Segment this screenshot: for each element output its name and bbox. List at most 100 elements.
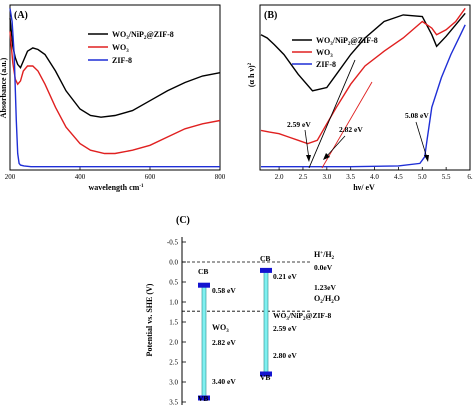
band-comp-vb-value: 2.80 eV <box>273 351 297 360</box>
panel-c-y-tick-label: 3.0 <box>169 379 178 387</box>
panel-b-series <box>260 7 466 168</box>
panel-c-ylabel: Potential vs. SHE (V) <box>145 283 154 356</box>
ref-label-o-end: O <box>334 294 340 303</box>
ref-value-h: 0.0eV <box>314 263 333 272</box>
annotation-2-82-arrow <box>325 135 346 158</box>
panel-c-y-ticks: -0.5 0.0 0.5 1.0 1.5 2.0 2.5 3.0 3.5 <box>167 239 186 407</box>
band-comp-name-main: WO <box>273 311 287 320</box>
ref-label-o-rest: /H <box>322 294 332 303</box>
panel-b-annotations: 2.59 eV 2.82 eV 5.08 eV <box>287 111 429 162</box>
band-wo3-gap: 2.82 eV <box>212 338 236 347</box>
panel-b-x-tick-label: 6. <box>467 173 473 181</box>
ref-label-h-sup: + <box>320 251 323 256</box>
panel-c-y-tick-label: 1.5 <box>169 319 178 327</box>
band-comp-name-end: @ZIF-8 <box>306 311 332 320</box>
panel-c-y-tick-label: 3.5 <box>169 399 178 407</box>
ref-label-h-sub: 2 <box>332 256 335 261</box>
panel-c-y-tick-label: 1.0 <box>169 299 178 307</box>
ref-label-o-sub: 2 <box>320 300 323 305</box>
annotation-5-08: 5.08 eV <box>405 111 429 120</box>
panel-b-ylabel-text: (α h ν) <box>247 65 256 87</box>
annotation-5-08-arrowhead <box>424 155 429 162</box>
band-wo3-cb-value: 0.58 eV <box>212 286 236 295</box>
legend-a-entry-2: WO3 <box>112 43 129 54</box>
annotation-2-82-arrowhead <box>323 153 330 160</box>
band-comp-vb-label: VB <box>260 373 270 382</box>
legend-b-sub-1b: 2 <box>348 42 351 47</box>
panel-a-x-tick-label: 600 <box>145 173 156 181</box>
ref-label-o-sub2: 2 <box>331 300 334 305</box>
panel-b-series-3-line <box>261 24 466 168</box>
panel-c-y-tick-label: -0.5 <box>167 239 179 247</box>
legend-a-mid-1: /NiP <box>128 30 144 39</box>
panel-a-xlabel-sup: -1 <box>139 184 144 189</box>
band-wo3-vb-label: VB <box>198 394 208 403</box>
legend-a-sub-1a: 3 <box>126 36 129 41</box>
panel-a-xlabel-text: wavelength cm <box>88 183 139 192</box>
panel-c-y-tick-label: 2.0 <box>169 339 178 347</box>
panel-c-y-tick-label: 0.0 <box>169 259 178 267</box>
band-gap-bar-1 <box>201 284 207 399</box>
legend-b-sub-2: 3 <box>330 54 333 59</box>
panel-a: (A) Absorbance (a.u.) 200 400 600 800 wavel… <box>0 4 226 192</box>
ref-value-o: 1.23eV <box>314 283 336 292</box>
panel-c-label: (C) <box>176 215 190 226</box>
legend-a-entry-3: ZIF-8 <box>112 56 132 65</box>
panel-b-xlabel: hν/ eV <box>353 183 375 192</box>
legend-b-end-1: @ZIF-8 <box>350 36 377 45</box>
panel-a-ylabel: Absorbance (a.u.) <box>0 57 8 118</box>
ref-label-h-rest: /H <box>322 250 332 259</box>
legend-a-sub-1b: 2 <box>144 36 147 41</box>
tangent-composite <box>308 59 356 169</box>
band-comp-cb-label: CB <box>260 254 270 263</box>
band-comp-cb-value: 0.21 eV <box>273 272 297 281</box>
panel-b-x-tick-label: 2.0 <box>275 173 284 181</box>
panel-b-tangents <box>308 59 373 169</box>
band-gap-bar-2 <box>263 270 269 375</box>
panel-b-x-tick-label: 2.5 <box>299 173 308 181</box>
legend-b-entry-2: WO3 <box>316 48 333 59</box>
band-cb-marker-2 <box>260 267 272 273</box>
legend-b-entry-1: WO3/NiP2@ZIF-8 <box>316 36 378 47</box>
panel-b-frame <box>259 4 471 171</box>
panel-a-frame <box>9 4 221 171</box>
panel-b-label: (B) <box>264 10 277 21</box>
band-comp-name-sub2: 2 <box>303 317 306 322</box>
panel-b-series-1-line <box>260 12 466 92</box>
panel-b-x-tick-label: 3.5 <box>346 173 355 181</box>
panel-b-x-tick-label: 5.5 <box>442 173 451 181</box>
panel-a-label: (A) <box>14 10 28 21</box>
ref-label-h: H+/H2 <box>314 250 335 261</box>
band-wo3-vb-value: 3.40 eV <box>212 377 236 386</box>
band-wo3-name: WO3 <box>212 323 229 334</box>
panel-a-series-1-line <box>9 18 221 118</box>
ref-label-o: O2/H2O <box>314 294 340 305</box>
tangent-wo3 <box>321 81 373 169</box>
panel-c-y-tick-label: 2.5 <box>169 359 178 367</box>
legend-a-end-1: @ZIF-8 <box>146 30 173 39</box>
panel-a-series <box>9 8 221 168</box>
band-comp-gap: 2.59 eV <box>273 324 297 333</box>
band-comp-name-mid: /NiP <box>288 311 304 320</box>
panel-b-series-2-line <box>260 7 466 145</box>
band-vb-marker-1 <box>198 395 210 401</box>
band-vb-marker-2 <box>260 371 272 377</box>
band-comp-name: WO3/NiP2@ZIF-8 <box>273 311 331 322</box>
panel-b-ylabel: (α h ν)2 <box>247 62 256 87</box>
panel-a-series-2-line <box>9 31 221 155</box>
panel-b-x-tick-label: 3.0 <box>322 173 331 181</box>
legend-b-entry-3: ZIF-8 <box>316 60 336 69</box>
band-comp-name-sub: 3 <box>286 317 289 322</box>
legend-b-sub-1a: 3 <box>330 42 333 47</box>
panel-a-xlabel: wavelength cm-1 <box>88 183 144 192</box>
legend-b-mid-1: /NiP <box>332 36 348 45</box>
band-cb-marker-1 <box>198 282 210 288</box>
panel-b-ylabel-sup: 2 <box>248 62 253 65</box>
annotation-5-08-arrow <box>415 121 428 159</box>
band-wo3-cb-label: CB <box>198 267 208 276</box>
legend-a-sub-2: 3 <box>126 49 129 54</box>
panel-a-legend: WO3/NiP2@ZIF-8 WO3 ZIF-8 <box>88 30 174 65</box>
panel-a-x-tick-label: 800 <box>215 173 226 181</box>
annotation-2-82: 2.82 eV <box>339 125 363 134</box>
